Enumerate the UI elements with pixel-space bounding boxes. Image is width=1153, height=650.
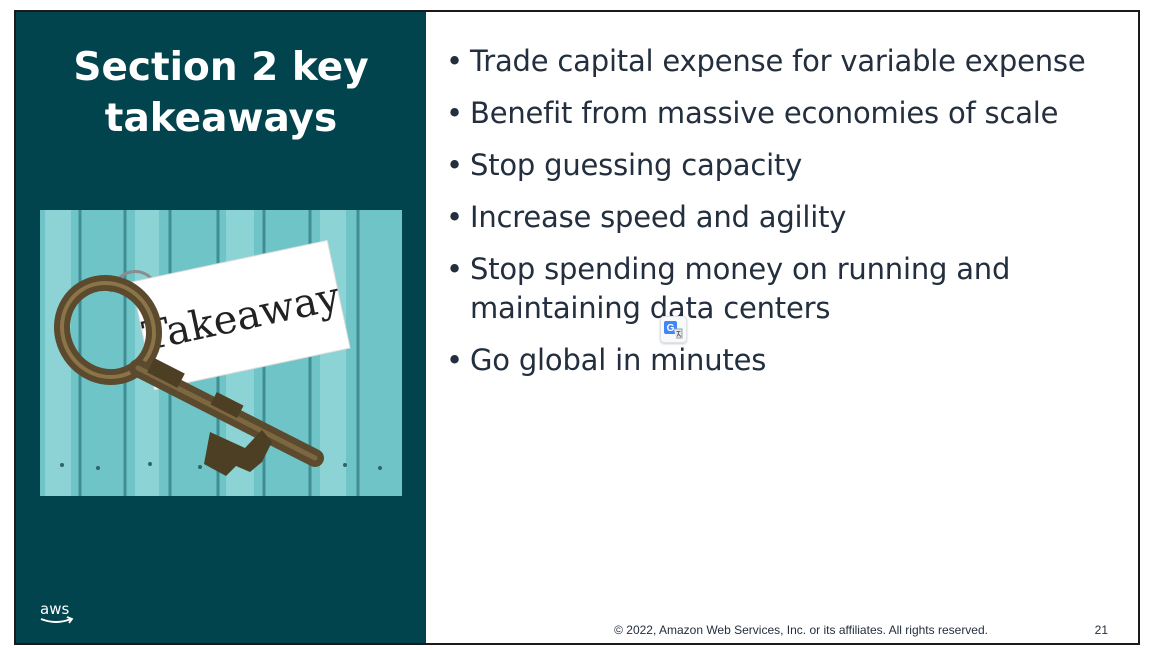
takeaway-item: Benefit from massive economies of scale bbox=[446, 94, 1126, 133]
slide-title: Section 2 key takeaways bbox=[16, 42, 426, 144]
takeaway-item: Trade capital expense for variable expen… bbox=[446, 42, 1126, 81]
google-translate-icon[interactable]: G bbox=[660, 316, 687, 343]
svg-text:G: G bbox=[667, 323, 675, 334]
title-line-1: Section 2 key bbox=[73, 45, 369, 90]
slide: Section 2 key takeaways bbox=[14, 10, 1140, 645]
takeaway-item: Stop guessing capacity bbox=[446, 146, 1126, 185]
takeaway-item: Stop spending money on running and maint… bbox=[446, 250, 1126, 328]
takeaway-key-image: Takeaway bbox=[40, 210, 402, 496]
page-number: 21 bbox=[1094, 623, 1108, 637]
left-panel: Section 2 key takeaways bbox=[16, 12, 426, 643]
right-panel: Trade capital expense for variable expen… bbox=[426, 12, 1138, 643]
takeaways-list: Trade capital expense for variable expen… bbox=[446, 42, 1126, 393]
aws-logo: aws bbox=[38, 600, 78, 630]
title-line-2: takeaways bbox=[104, 96, 338, 141]
takeaway-item: Increase speed and agility bbox=[446, 198, 1126, 237]
aws-logo-text: aws bbox=[40, 600, 69, 618]
copyright-footer: © 2022, Amazon Web Services, Inc. or its… bbox=[614, 623, 988, 637]
takeaway-item: Go global in minutes bbox=[446, 341, 1126, 380]
